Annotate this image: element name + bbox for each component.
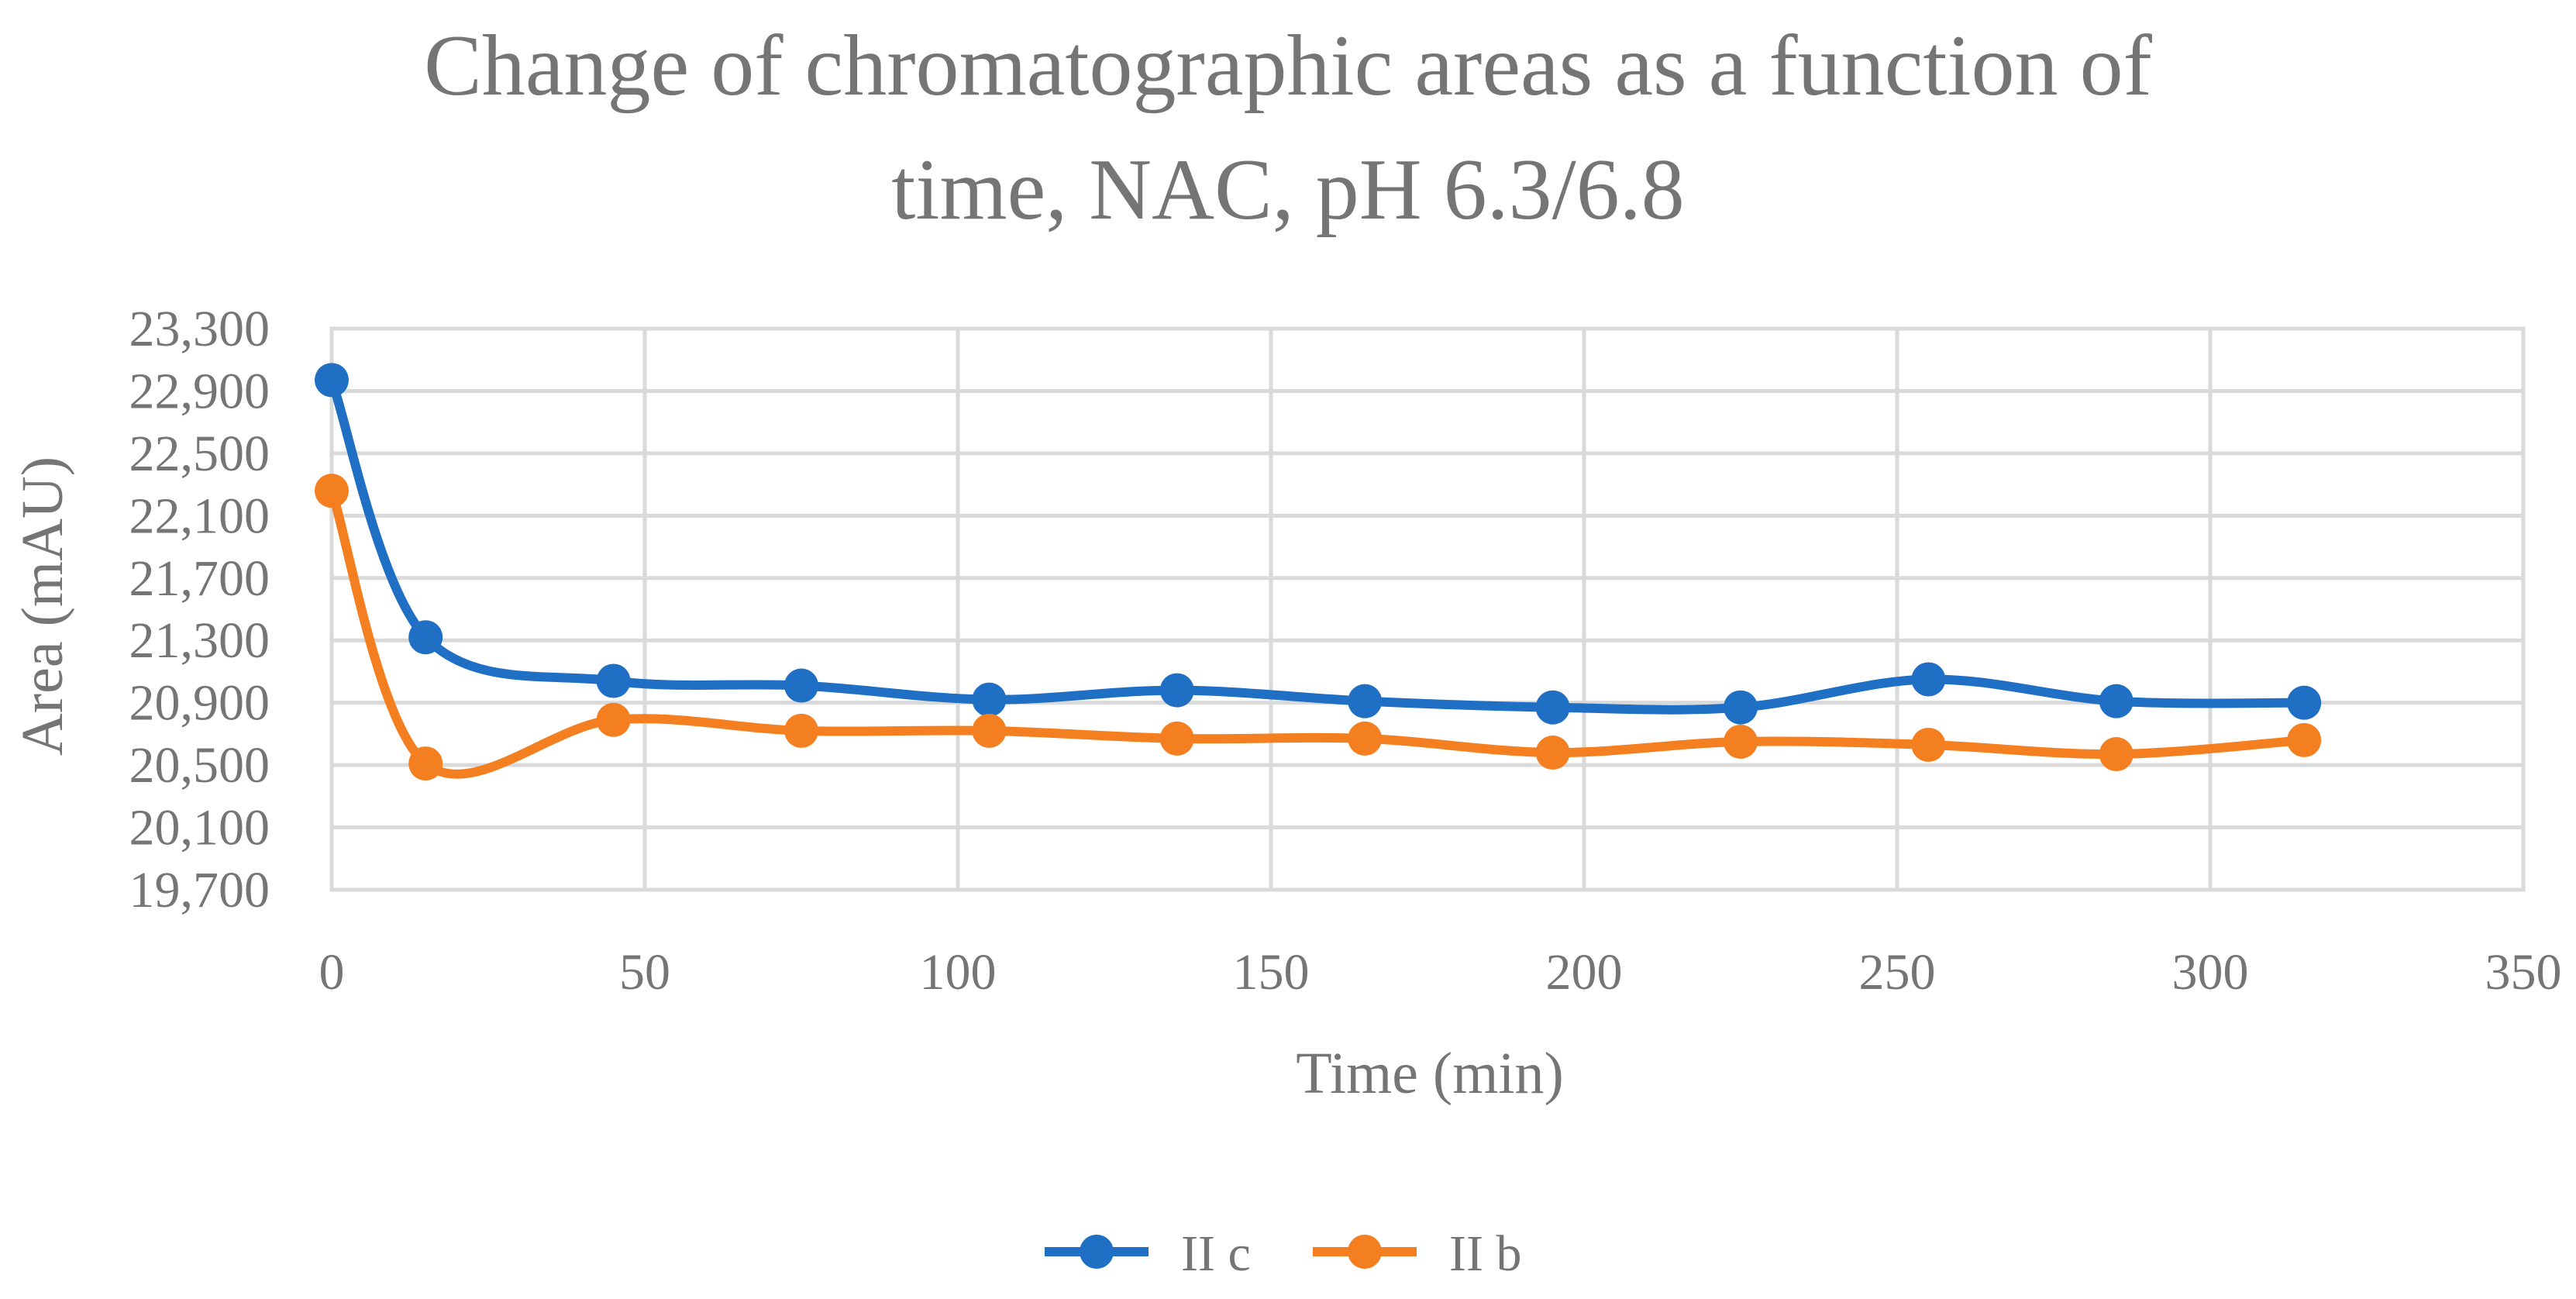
data-point (315, 363, 349, 398)
y-tick-label: 21,300 (129, 612, 270, 669)
y-tick-label: 19,700 (129, 862, 270, 918)
chart-title: Change of chromatographic areas as a fun… (424, 18, 2152, 238)
series-line (327, 486, 2309, 779)
series-ii-b (315, 474, 2322, 781)
data-point (596, 702, 631, 737)
chart-title-line-1: Change of chromatographic areas as a fun… (424, 18, 2152, 114)
data-point (2099, 737, 2133, 772)
data-point (972, 713, 1007, 748)
x-tick-label: 150 (1233, 944, 1310, 1001)
y-tick-label: 20,900 (129, 675, 270, 732)
data-point (408, 620, 443, 655)
series-line (327, 375, 2309, 715)
data-point (2287, 722, 2322, 757)
data-point (784, 668, 818, 703)
data-point (1535, 690, 1570, 725)
x-tick-label: 300 (2172, 944, 2249, 1001)
x-axis-title: Time (min) (1296, 1041, 1564, 1106)
data-point (1724, 724, 1758, 759)
data-point (1724, 690, 1758, 725)
y-tick-label: 21,700 (129, 550, 270, 607)
y-tick-label: 22,100 (129, 488, 270, 544)
legend-item: II b (1313, 1225, 1521, 1282)
legend-label: II b (1449, 1225, 1521, 1282)
data-point (1911, 727, 1946, 762)
y-tick-label: 22,900 (129, 363, 270, 419)
data-point (1159, 721, 1194, 756)
data-point (1911, 662, 1946, 697)
x-tick-label: 200 (1546, 944, 1623, 1001)
data-point (1348, 721, 1383, 756)
plot-area-border (329, 326, 2526, 892)
data-point (2099, 684, 2133, 718)
legend-marker (1348, 1235, 1382, 1269)
data-point (315, 474, 349, 508)
data-point (972, 682, 1007, 717)
legend-item: II c (1045, 1225, 1251, 1282)
data-point (1348, 684, 1383, 718)
y-axis-title: Area (mAU) (10, 457, 75, 756)
chart-title-line-2: time, NAC, pH 6.3/6.8 (891, 142, 1685, 238)
x-axis-tick-labels: 0 50 100 150 200 250 300 350 (319, 944, 2562, 1001)
series-ii-c (315, 363, 2322, 725)
x-tick-label: 350 (2485, 944, 2562, 1001)
data-point (784, 713, 818, 748)
data-series (315, 363, 2322, 781)
data-point (1159, 673, 1194, 708)
legend: II c II b (1045, 1225, 1521, 1282)
x-tick-label: 250 (1859, 944, 1936, 1001)
gridlines (329, 326, 2526, 892)
data-point (1535, 736, 1570, 770)
x-tick-label: 100 (920, 944, 997, 1001)
y-tick-label: 20,500 (129, 737, 270, 794)
legend-label: II c (1181, 1225, 1251, 1282)
x-tick-label: 50 (619, 944, 670, 1001)
y-tick-label: 22,500 (129, 426, 270, 482)
legend-marker (1080, 1235, 1114, 1269)
data-point (408, 746, 443, 781)
data-point (2287, 685, 2322, 720)
data-point (596, 663, 631, 698)
x-tick-label: 0 (319, 944, 345, 1001)
y-tick-label: 20,100 (129, 800, 270, 856)
y-tick-label: 23,300 (129, 301, 270, 357)
